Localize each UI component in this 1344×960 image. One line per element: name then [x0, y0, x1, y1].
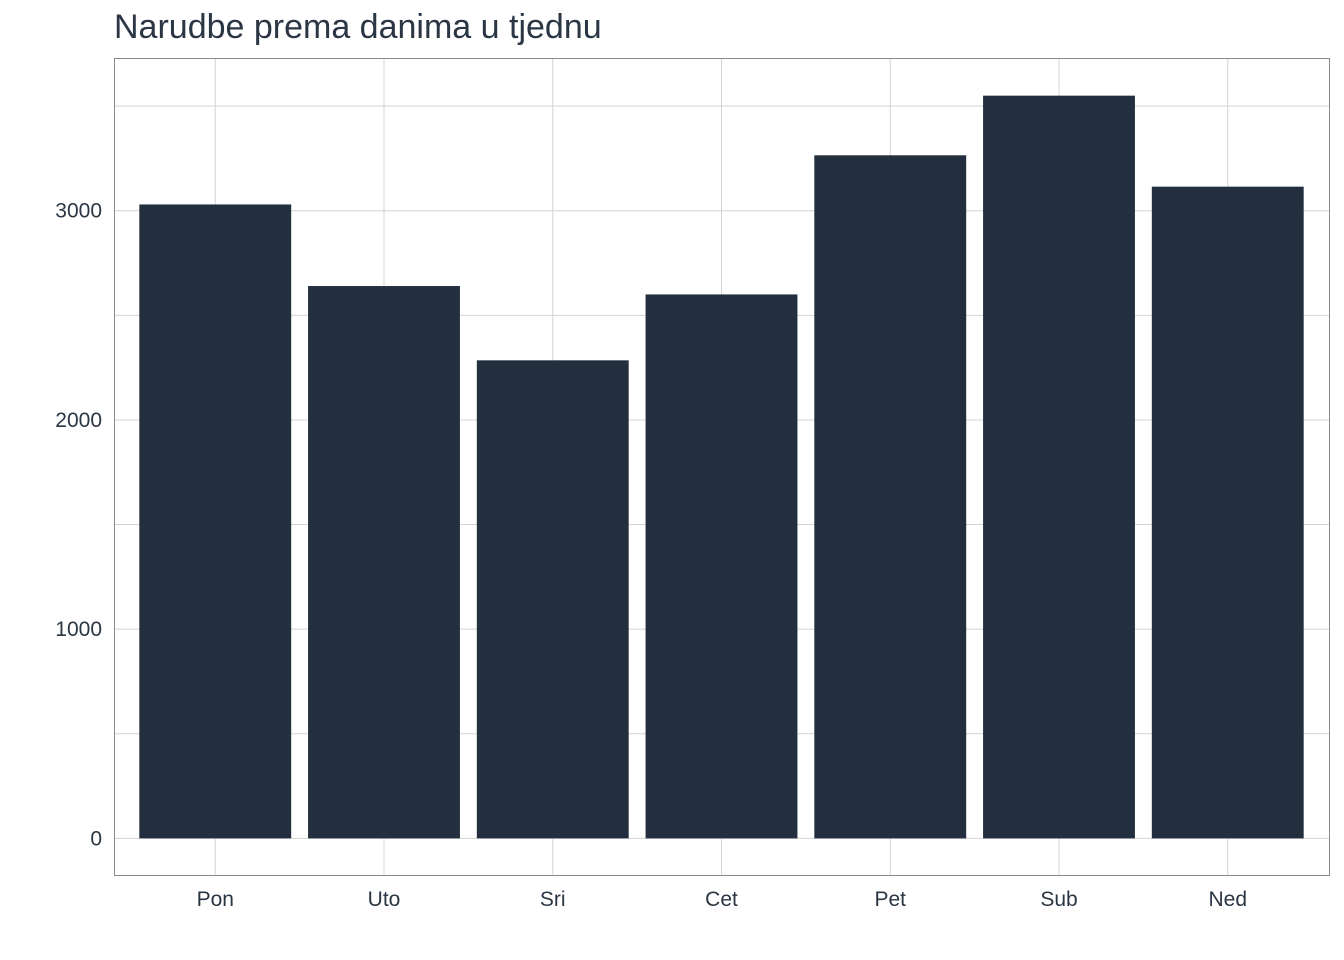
bar-cet [645, 294, 798, 839]
x-tick-label: Ned [1208, 888, 1247, 911]
bar-uto [308, 286, 460, 839]
bar-pet [814, 155, 967, 839]
y-tick-label: 3000 [55, 200, 102, 223]
x-tick-label: Pon [197, 888, 234, 911]
x-tick-label: Sub [1040, 888, 1077, 911]
x-axis-tick-labels: Pon Uto Sri Cet Pet Sub Ned [197, 888, 1247, 911]
y-tick-label: 1000 [55, 618, 102, 641]
y-axis-tick-labels: 0 1000 2000 3000 [55, 200, 102, 851]
bar-sub [983, 95, 1135, 839]
bar-sri [476, 360, 629, 839]
y-tick-label: 0 [90, 827, 102, 850]
y-tick-label: 2000 [55, 409, 102, 432]
x-tick-label: Sri [540, 888, 566, 911]
bar-pon [139, 204, 292, 839]
x-tick-label: Uto [368, 888, 401, 911]
x-tick-label: Pet [874, 888, 906, 911]
panel-border [114, 58, 1330, 876]
chart-title: Narudbe prema danima u tjednu [114, 8, 602, 46]
bars [139, 95, 1304, 839]
bar-ned [1151, 186, 1304, 839]
x-tick-label: Cet [705, 888, 738, 911]
